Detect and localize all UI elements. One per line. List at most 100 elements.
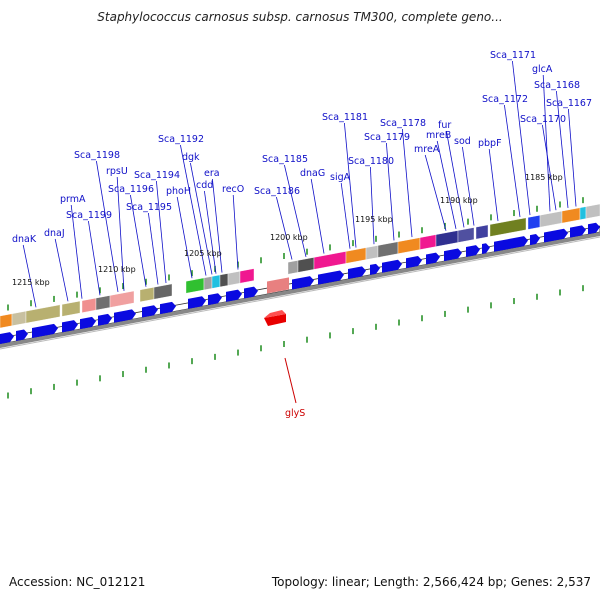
gene-arrow[interactable] [444,248,462,262]
gene-label-sca-1178[interactable]: Sca_1178 [380,118,426,129]
gene-arrow[interactable] [382,259,402,273]
gene-arrow[interactable] [466,245,480,258]
gene-arrow[interactable] [570,225,586,238]
feature-block[interactable] [457,227,475,243]
gene-label-sca-1186[interactable]: Sca_1186 [254,186,300,197]
feature-block[interactable] [397,237,421,254]
gene-arrow[interactable] [318,270,344,285]
kbp-label-layer: 1215 kbp 1210 kbp 1205 kbp 1200 kbp 1195 kbp… [12,173,563,287]
feature-block[interactable] [109,290,135,308]
gene-label-sca-1170[interactable]: Sca_1170 [520,114,566,125]
gene-arrow[interactable] [98,313,112,326]
gene-arrow[interactable] [370,263,380,275]
feature-block[interactable] [585,203,600,219]
gene-arrow[interactable] [16,329,28,342]
feature-block[interactable] [561,207,581,224]
gene-label-dnak[interactable]: dnaK [12,234,37,245]
feature-block[interactable] [489,217,527,237]
feature-block[interactable] [61,300,81,317]
feature-block[interactable] [81,297,97,313]
gene-arrow[interactable] [244,286,258,299]
feature-block[interactable] [579,206,587,220]
gene-arrow[interactable] [114,309,136,323]
feature-block[interactable] [345,247,367,264]
gene-label-glca[interactable]: glcA [532,64,553,75]
feature-block[interactable] [297,257,315,273]
gene-label-siga[interactable]: sigA [330,172,351,183]
feature-block[interactable] [227,270,241,286]
feature-block[interactable] [435,230,459,247]
feature-block[interactable] [313,251,347,270]
gene-label-mreb[interactable]: mreB [426,130,451,141]
gene-label-sca-1171[interactable]: Sca_1171 [490,50,536,61]
feature-block[interactable] [287,260,299,275]
label-leader-lines [22,60,577,308]
gene-arrow[interactable] [142,305,158,318]
gene-arrow[interactable] [226,289,242,302]
gene-label-phoh[interactable]: phoH [166,186,191,197]
gene-label-dgk[interactable]: dgk [182,152,200,163]
gene-label-sca-1167[interactable]: Sca_1167 [546,98,592,109]
gene-label-mrea[interactable]: mreA [414,144,440,155]
gene-arrow[interactable] [482,243,490,255]
gene-arrow[interactable] [494,236,528,252]
gene-label-sca-1180[interactable]: Sca_1180 [348,156,394,167]
gene-label-sca-1196[interactable]: Sca_1196 [108,184,154,195]
feature-block[interactable] [139,287,155,303]
gene-label-sca-1172[interactable]: Sca_1172 [482,94,528,105]
feature-block[interactable] [95,295,111,311]
gene-label-dnaj[interactable]: dnaJ [44,228,65,239]
glyS-gene[interactable]: glyS [264,277,305,419]
leader-line [88,220,101,296]
gene-arrow[interactable] [544,228,568,243]
gene-arrow[interactable] [0,332,14,344]
leader-line [370,166,375,245]
gene-arrow[interactable] [406,255,422,269]
gene-label-sod[interactable]: sod [454,136,471,147]
feature-block[interactable] [377,241,399,258]
glyS-label[interactable]: glyS [285,408,305,419]
gene-label-sca-1179[interactable]: Sca_1179 [364,132,410,143]
feature-block[interactable] [527,214,541,230]
gene-label-prma[interactable]: prmA [60,194,86,205]
gene-arrow[interactable] [188,296,206,309]
feature-block[interactable] [211,274,221,289]
gene-arrow[interactable] [426,252,440,265]
gene-label-sca-1181[interactable]: Sca_1181 [322,112,368,123]
gene-label-sca-1199[interactable]: Sca_1199 [66,210,112,221]
gene-label-sca-1198[interactable]: Sca_1198 [74,150,120,161]
feature-block[interactable] [25,304,61,324]
gene-label-cdd[interactable]: cdd [196,180,213,191]
gene-arrow[interactable] [530,233,540,246]
gene-label-era[interactable]: era [204,168,220,179]
gene-arrow[interactable] [160,301,176,315]
gene-label-sca-1168[interactable]: Sca_1168 [534,80,580,91]
gene-label-pbpf[interactable]: pbpF [478,138,502,149]
feature-block[interactable] [539,210,563,228]
gene-arrow[interactable] [62,320,78,333]
gene-label-sca-1195[interactable]: Sca_1195 [126,202,172,213]
feature-block[interactable] [11,310,27,327]
feature-block[interactable] [365,245,379,260]
gene-arrow[interactable] [80,316,96,330]
gene-label-sca-1192[interactable]: Sca_1192 [158,134,204,145]
gene-label-fur[interactable]: fur [438,120,451,131]
feature-block[interactable] [219,273,229,288]
feature-block[interactable] [475,224,489,240]
gene-label-sca-1194[interactable]: Sca_1194 [134,170,180,181]
gene-arrow[interactable] [208,293,222,306]
feature-block[interactable] [419,234,437,250]
gene-label-rpsu[interactable]: rpsU [106,166,128,177]
feature-block[interactable] [185,277,205,294]
gene-arrow[interactable] [32,323,58,339]
gene-arrow[interactable] [292,276,314,290]
feature-block[interactable] [239,268,255,284]
gene-arrow[interactable] [348,266,366,280]
feature-block[interactable] [203,276,213,291]
gene-label-reco[interactable]: recO [222,184,244,195]
gene-arrow[interactable] [588,222,600,235]
feature-block[interactable] [0,313,13,329]
gene-label-sca-1185[interactable]: Sca_1185 [262,154,308,165]
feature-block[interactable] [153,283,173,300]
gene-label-dnag[interactable]: dnaG [300,168,325,179]
